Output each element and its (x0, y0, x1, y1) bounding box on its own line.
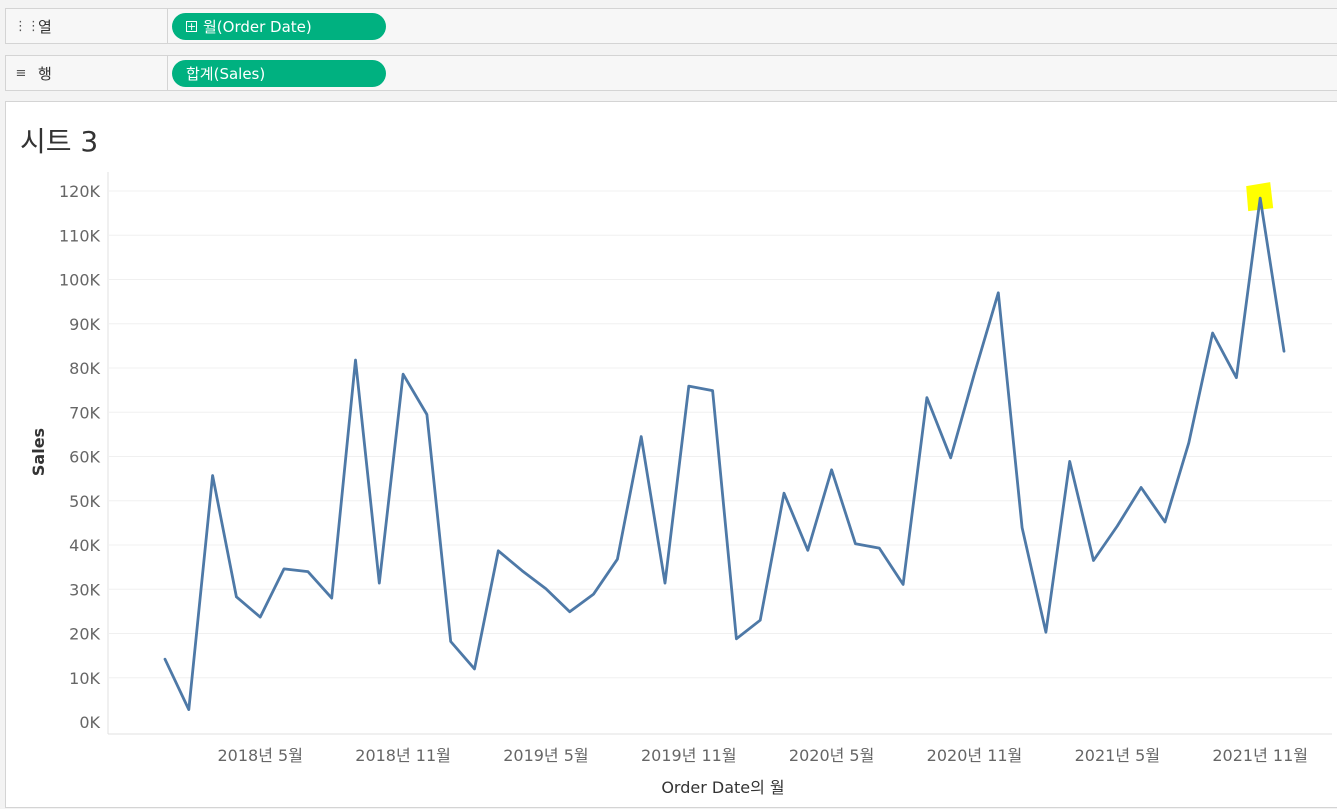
line-chart[interactable]: 0K 10K 20K 30K 40K 50K 60K 70K 80K 90K 100K 110K 120… (6, 102, 1337, 809)
order-date-month-pill[interactable]: + 월(Order Date) (172, 13, 386, 40)
y-tick-label: 30K (69, 580, 100, 599)
order-date-pill-label: 월(Order Date) (203, 18, 312, 36)
y-tick-label: 10K (69, 669, 100, 688)
sales-line[interactable] (163, 196, 1286, 711)
x-tick-label: 2019년 11월 (641, 746, 737, 765)
y-tick-label: 0K (79, 713, 100, 732)
y-tick-label: 40K (69, 536, 100, 555)
x-tick-label: 2020년 5월 (789, 746, 874, 765)
rows-shelf: ≡ 행 합계(Sales) (5, 55, 1337, 91)
y-tick-label: 90K (69, 315, 100, 334)
y-tick-label: 110K (59, 226, 101, 245)
columns-icon: ⋮⋮ (14, 18, 40, 34)
sum-sales-pill[interactable]: 합계(Sales) (172, 60, 386, 87)
y-tick-label: 120K (59, 182, 101, 201)
y-tick-label: 50K (69, 492, 100, 511)
plus-box-icon[interactable]: + (186, 20, 197, 33)
x-axis-title: Order Date의 월 (661, 778, 784, 797)
columns-shelf: ⋮⋮ 열 + 월(Order Date) (5, 8, 1337, 44)
y-tick-label: 70K (69, 403, 100, 422)
sheet-title: 시트 3 (20, 125, 99, 158)
rows-shelf-label: ≡ 행 (6, 56, 168, 90)
x-tick-label: 2020년 11월 (927, 746, 1023, 765)
y-tick-label: 60K (69, 448, 100, 467)
y-tick-label: 100K (59, 271, 101, 290)
columns-shelf-label: ⋮⋮ 열 (6, 9, 168, 43)
columns-label: 열 (38, 17, 52, 36)
y-axis-title: Sales (29, 428, 48, 476)
highlight-marker (1246, 182, 1274, 212)
rows-icon: ≡ (15, 65, 27, 81)
x-tick-label: 2018년 5월 (218, 746, 303, 765)
sum-sales-pill-label: 합계(Sales) (186, 65, 266, 83)
x-tick-label: 2021년 5월 (1075, 746, 1160, 765)
y-tick-label: 80K (69, 359, 100, 378)
rows-label: 행 (38, 64, 52, 83)
x-tick-label: 2021년 11월 (1212, 746, 1308, 765)
x-tick-label: 2019년 5월 (503, 746, 588, 765)
worksheet-view[interactable]: 시트 3 0K 10K 20K 30K 40K 50K 60K 70K 80K 90K 100K 11… (5, 101, 1337, 808)
x-tick-label: 2018년 11월 (355, 746, 451, 765)
y-tick-label: 20K (69, 625, 100, 644)
